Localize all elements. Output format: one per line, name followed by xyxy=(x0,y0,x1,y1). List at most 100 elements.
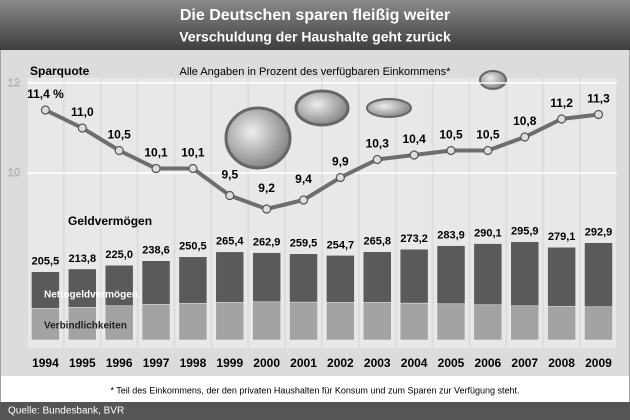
x-tick-label: 1995 xyxy=(69,356,96,370)
line-point xyxy=(335,172,345,183)
line-point xyxy=(372,154,382,165)
bar-segment xyxy=(178,256,208,304)
bar-segment xyxy=(584,306,613,341)
bar-segment xyxy=(510,305,539,341)
data-label: 9,4 xyxy=(295,172,312,186)
x-tick-label: 2006 xyxy=(475,356,502,370)
bar-segment xyxy=(68,307,97,341)
line-point xyxy=(483,145,493,156)
data-label: 10,1 xyxy=(144,146,168,160)
total-label: 262,9 xyxy=(253,237,281,249)
x-tick-label: 2003 xyxy=(364,356,391,370)
data-label: 10,5 xyxy=(439,128,463,142)
bar-segment xyxy=(547,306,576,341)
line-point xyxy=(262,204,272,214)
total-label: 259,5 xyxy=(290,238,318,250)
line-point xyxy=(77,123,87,133)
data-label: 11,4 % xyxy=(27,87,64,101)
line-point xyxy=(593,109,604,120)
bar-segment xyxy=(547,247,576,307)
total-label: 273,2 xyxy=(400,233,428,245)
bar-segment xyxy=(326,302,355,341)
line-point xyxy=(557,114,567,124)
x-tick-label: 2007 xyxy=(511,356,538,370)
total-label: 290,1 xyxy=(474,228,502,240)
bar-segment xyxy=(289,301,318,341)
line-point xyxy=(298,195,309,205)
bar-segment xyxy=(473,243,503,306)
bar-segment xyxy=(252,301,281,341)
data-label: 10,5 xyxy=(107,128,131,142)
x-tick-label: 1996 xyxy=(106,356,133,370)
line-point xyxy=(520,132,530,142)
total-label: 292,9 xyxy=(585,227,613,239)
x-tick-label: 2009 xyxy=(585,356,612,370)
bar-segment xyxy=(31,271,60,309)
source-bar xyxy=(0,402,630,420)
data-label: 11,0 xyxy=(71,105,94,119)
data-label: 10,1 xyxy=(181,146,205,160)
x-tick-label: 2008 xyxy=(548,356,575,370)
data-label: 10,5 xyxy=(476,128,500,142)
total-label: 225,0 xyxy=(105,249,133,261)
data-label: 9,5 xyxy=(221,168,238,182)
bar-segment xyxy=(436,245,466,305)
total-label: 205,5 xyxy=(32,256,60,268)
bar-segment xyxy=(473,304,503,341)
footnote: * Teil des Einkommens, der den privaten … xyxy=(110,385,519,395)
data-label: 9,9 xyxy=(332,155,349,169)
data-label: 9,2 xyxy=(258,181,275,195)
legend-label: Nettogeldvermögen xyxy=(44,290,138,301)
total-label: 213,8 xyxy=(69,253,97,265)
bar-segment xyxy=(399,302,429,341)
source: Quelle: Bundesbank, BVR xyxy=(8,406,124,417)
subtitle: Verschuldung der Haushalte geht zurück xyxy=(179,29,451,45)
line-point xyxy=(114,145,124,156)
bar-segment xyxy=(363,302,392,341)
total-label: 295,9 xyxy=(511,226,539,238)
bar-segment xyxy=(104,305,134,341)
bar-segment xyxy=(584,242,613,308)
title: Die Deutschen sparen fleißig weiter xyxy=(180,7,450,24)
bar-segment xyxy=(363,251,392,303)
line-title: Sparquote xyxy=(30,64,90,78)
bar-segment xyxy=(141,260,171,305)
x-tick-label: 2001 xyxy=(290,356,317,370)
x-tick-label: 2005 xyxy=(438,356,465,370)
x-tick-label: 1994 xyxy=(32,356,59,370)
bar-segment xyxy=(326,255,355,303)
x-tick-label: 2002 xyxy=(327,356,354,370)
bar-title: Geldvermögen xyxy=(68,214,152,228)
bar-segment xyxy=(141,304,171,341)
bar-segment xyxy=(510,241,539,307)
total-label: 265,8 xyxy=(363,236,391,248)
x-tick-label: 1998 xyxy=(180,356,207,370)
bar-segment xyxy=(215,251,245,303)
line-point xyxy=(225,190,235,201)
bar-segment xyxy=(215,302,245,341)
bar-segment xyxy=(399,248,429,304)
total-label: 254,7 xyxy=(327,239,355,251)
x-tick-label: 2004 xyxy=(401,356,428,370)
total-label: 265,4 xyxy=(216,236,244,248)
y-tick-label: 12 xyxy=(8,77,20,89)
data-label: 10,3 xyxy=(366,137,390,151)
total-label: 238,6 xyxy=(142,245,170,257)
coins xyxy=(224,70,507,170)
data-label: 10,4 xyxy=(402,132,426,146)
bar-segment xyxy=(252,252,281,303)
line-point xyxy=(40,105,51,115)
total-label: 279,1 xyxy=(548,231,576,243)
x-tick-label: 1999 xyxy=(216,356,243,370)
x-tick-label: 2000 xyxy=(253,356,280,370)
line-point xyxy=(446,145,456,156)
line-point xyxy=(151,163,161,174)
bar-segment xyxy=(104,264,134,307)
line-point xyxy=(188,163,198,174)
y-tick-label: 10 xyxy=(8,167,20,179)
total-label: 250,5 xyxy=(179,241,207,253)
bar-segment xyxy=(289,253,318,303)
data-label: 11,3 xyxy=(587,92,610,106)
bar-segment xyxy=(178,303,208,341)
